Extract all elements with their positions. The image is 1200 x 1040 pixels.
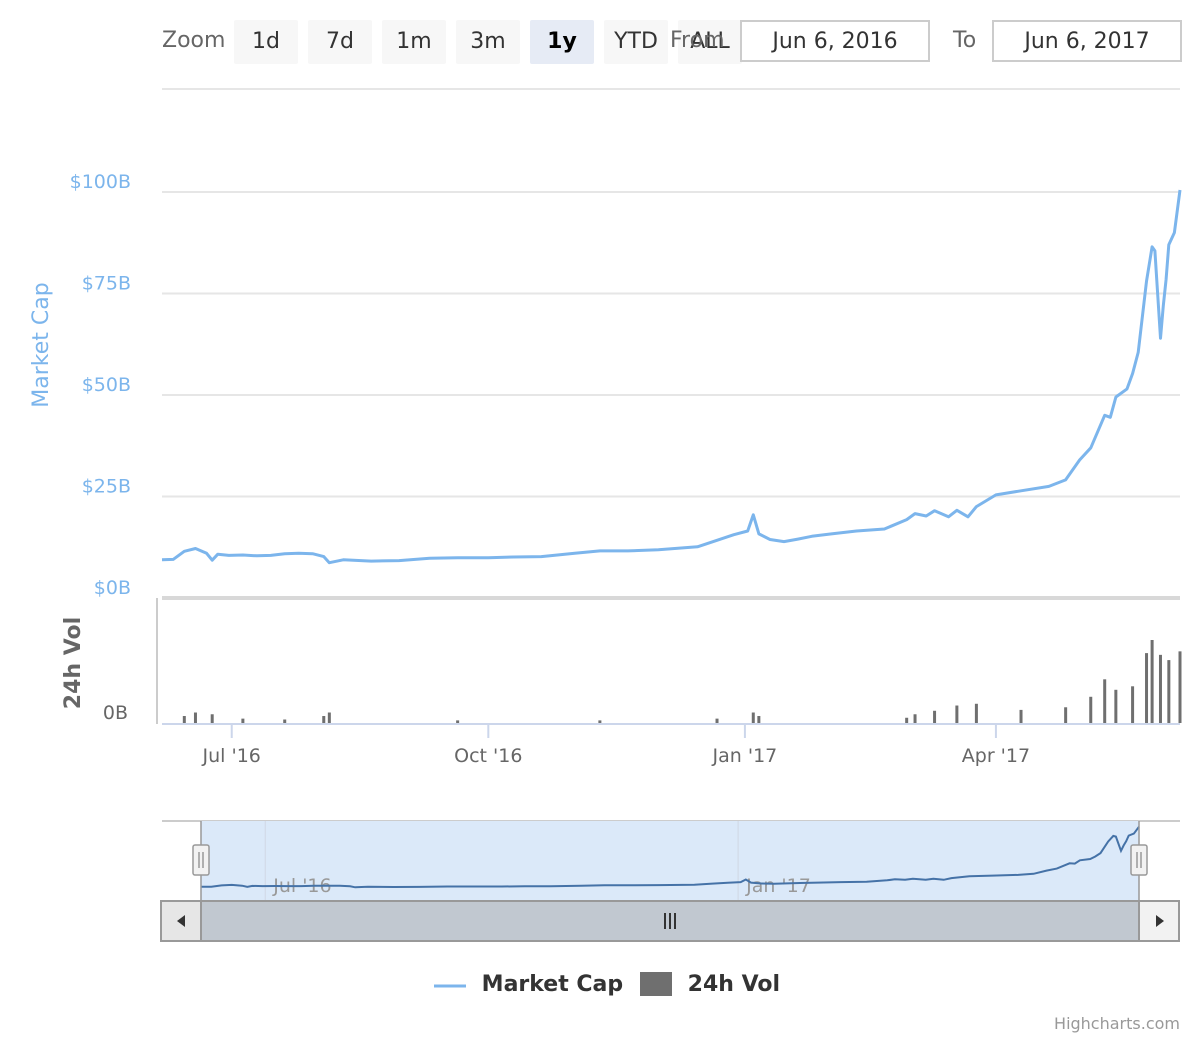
zoom-1m-button[interactable]: 1m — [382, 20, 446, 64]
volume-bar — [193, 712, 197, 723]
volume-bar — [905, 717, 909, 723]
volume-bar — [913, 714, 917, 723]
x-axis-tick-label: Apr '17 — [962, 745, 1030, 767]
volume-bar — [1064, 707, 1068, 723]
zoom-3m-button[interactable]: 3m — [456, 20, 520, 64]
navigator-selected-range[interactable] — [201, 821, 1139, 901]
line-legend-icon — [434, 984, 466, 988]
volume-bar — [933, 710, 937, 723]
volume-bar — [955, 705, 959, 723]
volume-bar — [1131, 686, 1135, 723]
to-label: To — [953, 28, 977, 53]
from-date-input[interactable]: Jun 6, 2016 — [740, 20, 930, 62]
market-cap-y-tick-label: $0B — [94, 577, 131, 599]
zoom-all-button[interactable]: ALL — [678, 20, 742, 64]
x-axis-tick-label: Jul '16 — [202, 745, 261, 767]
navigator-right-handle[interactable] — [1130, 844, 1148, 876]
volume-bar — [757, 716, 761, 723]
navigator-left-handle[interactable] — [192, 844, 210, 876]
volume-bar — [751, 712, 755, 723]
x-axis-tick-label: Oct '16 — [454, 745, 522, 767]
scrollbar[interactable] — [160, 900, 1180, 942]
volume-bar — [1019, 709, 1023, 723]
arrow-right-icon — [1156, 915, 1164, 927]
volume-y-tick-0: 0B — [103, 702, 128, 724]
stock-chart[interactable]: $0B$25B$50B$75B$100B Market Cap 24h Vol … — [0, 0, 1200, 960]
navigator[interactable]: Jul '16 Jan '17 — [162, 820, 1180, 901]
bar-legend-icon — [640, 972, 672, 996]
volume-bar — [1178, 651, 1182, 723]
arrow-left-icon — [177, 915, 185, 927]
volume-bar — [1145, 653, 1149, 723]
right-handle-box[interactable] — [1130, 844, 1148, 876]
left-handle-box[interactable] — [192, 844, 210, 876]
zoom-label: Zoom — [162, 28, 226, 53]
market-cap-y-tick-label: $25B — [82, 476, 131, 498]
volume-bar — [1167, 660, 1171, 723]
market-cap-y-tick-label: $100B — [70, 171, 131, 193]
market-cap-y-tick-label: $50B — [82, 374, 131, 396]
volume-bar — [1089, 696, 1093, 723]
zoom-1d-button[interactable]: 1d — [234, 20, 298, 64]
legend-item-24h-vol[interactable]: 24h Vol — [640, 970, 780, 998]
credits-link[interactable]: Highcharts.com — [1054, 1014, 1180, 1033]
market-cap-gridlines — [162, 191, 1180, 498]
legend-label-market-cap: Market Cap — [481, 971, 624, 997]
volume-bar — [182, 716, 186, 723]
volume-bar — [598, 720, 602, 723]
volume-bar — [974, 703, 978, 723]
volume-axis-title: 24h Vol — [61, 617, 86, 709]
volume-bar — [283, 719, 287, 723]
market-cap-axis-title: Market Cap — [29, 282, 54, 407]
volume-bar — [322, 716, 326, 723]
volume-bars — [182, 640, 1182, 723]
volume-bar — [241, 718, 245, 723]
zoom-7d-button[interactable]: 7d — [308, 20, 372, 64]
navigator-tick-label: Jan '17 — [745, 875, 811, 897]
x-axis-tick-label: Jan '17 — [712, 745, 778, 767]
market-cap-series-line[interactable] — [161, 189, 1182, 565]
volume-bar — [1114, 689, 1118, 723]
x-axis: Jul '16 Oct '16 Jan '17 Apr '17 — [202, 724, 1030, 767]
volume-bar — [1103, 679, 1107, 723]
volume-bar — [1150, 640, 1154, 723]
legend-label-24h-vol: 24h Vol — [687, 971, 781, 997]
market-cap-y-axis: $0B $25B $50B $75B $100B — [70, 171, 131, 599]
volume-bar — [456, 720, 460, 723]
zoom-ytd-button[interactable]: YTD — [604, 20, 668, 64]
volume-bar — [327, 712, 331, 723]
volume-bar — [210, 714, 214, 723]
scroll-right-button[interactable] — [1138, 900, 1180, 942]
legend-item-market-cap[interactable]: Market Cap — [434, 970, 623, 998]
zoom-1y-button[interactable]: 1y — [530, 20, 594, 64]
volume-bar — [715, 718, 719, 723]
market-cap-y-tick-label: $75B — [82, 273, 131, 295]
volume-bar — [1158, 654, 1162, 723]
to-date-input[interactable]: Jun 6, 2017 — [992, 20, 1182, 62]
navigator-series-line — [200, 826, 1140, 889]
from-label: From — [670, 28, 725, 53]
legend-bar-symbol — [640, 972, 672, 996]
